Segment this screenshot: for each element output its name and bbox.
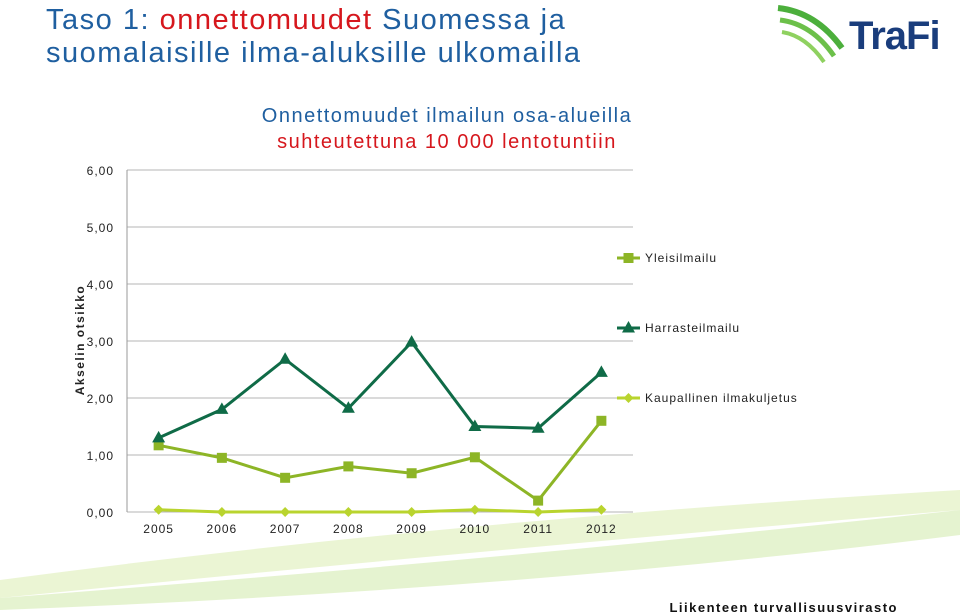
x-tick-label: 2005 [143, 522, 174, 536]
x-tick-label: 2012 [586, 522, 617, 536]
legend-label: Kaupallinen ilmakuljetus [645, 391, 798, 405]
legend-marker [623, 393, 634, 403]
y-axis-label: Akselin otsikko [73, 285, 87, 396]
slide-title: Taso 1: onnettomuudet Suomessa ja suomala… [46, 4, 582, 70]
x-tick-label: 2007 [270, 522, 301, 536]
series-layer [152, 335, 608, 517]
gridlines [126, 169, 633, 513]
chart-title: Onnettomuudet ilmailun osa-alueilla [262, 105, 632, 127]
x-tick-label: 2008 [333, 522, 364, 536]
legend-label: Yleisilmailu [645, 251, 717, 265]
data-point [469, 504, 480, 515]
title-prefix: Taso 1: [46, 4, 160, 36]
data-point [406, 507, 417, 517]
data-point [533, 507, 544, 517]
y-tick-label: 5,00 [87, 221, 114, 235]
data-point [596, 415, 607, 426]
data-point [596, 504, 607, 515]
logo-text: TraFi [849, 14, 941, 58]
data-point [468, 419, 482, 431]
data-point [216, 507, 227, 517]
data-point [152, 430, 166, 443]
data-point [280, 507, 291, 517]
y-tick-label: 1,00 [87, 449, 114, 463]
series-line [158, 339, 603, 440]
data-point [341, 401, 355, 413]
x-tick-label: 2011 [523, 522, 553, 536]
data-point [153, 504, 164, 515]
title-line2: suomalaisille ilma-aluksille ulkomailla [46, 37, 582, 69]
data-point [343, 461, 354, 472]
data-point [215, 402, 229, 414]
y-tick-label: 6,00 [87, 164, 114, 178]
chart-subtitle: suhteutettuna 10 000 lentotuntiin [277, 131, 617, 153]
series-line [158, 508, 602, 514]
title-line1-rest: Suomessa ja [372, 4, 567, 36]
y-tick-label: 4,00 [87, 278, 114, 292]
trafi-logo-icon [777, 5, 845, 64]
data-point [280, 472, 291, 483]
legend-marker [622, 321, 635, 333]
title-accent: onnettomuudet [159, 4, 373, 36]
data-point [343, 507, 354, 517]
data-point [405, 335, 419, 347]
x-tick-label: 2010 [460, 522, 491, 536]
data-point [153, 440, 164, 451]
data-point [406, 468, 417, 479]
series-line [158, 419, 603, 503]
data-point [594, 365, 608, 377]
x-tick-label: 2006 [207, 522, 238, 536]
data-point [469, 452, 480, 463]
y-tick-labels: 0,00 1,00 2,00 3,00 4,00 5,00 6,00 [87, 164, 114, 520]
x-tick-labels: 2005 2006 2007 2008 2009 2010 2011 2012 [143, 522, 617, 536]
y-tick-label: 2,00 [87, 392, 114, 406]
x-tick-label: 2009 [396, 522, 427, 536]
legend-marker [623, 253, 634, 263]
footer-text: Liikenteen turvallisuusvirasto [669, 600, 898, 615]
y-tick-label: 3,00 [87, 335, 114, 349]
y-tick-label: 0,00 [87, 506, 114, 520]
data-point [278, 352, 292, 364]
legend-label: Harrasteilmailu [645, 321, 740, 335]
data-point [531, 421, 545, 433]
legend: Yleisilmailu Harrasteilmailu Kaupallinen i… [617, 251, 798, 405]
decorative-swoosh [0, 490, 960, 610]
data-point [216, 452, 227, 463]
data-point [533, 495, 544, 506]
